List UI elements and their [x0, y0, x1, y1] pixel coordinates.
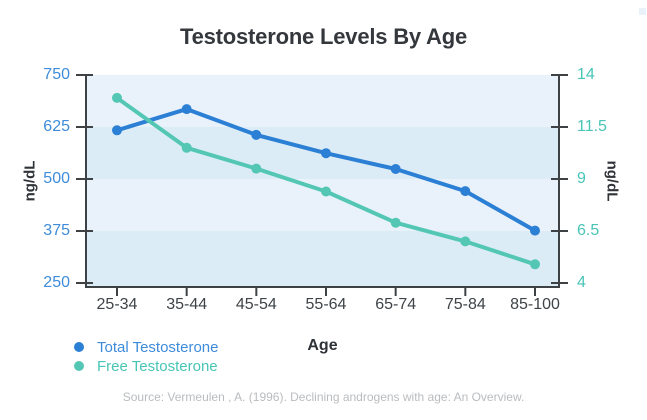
left-axis-tick-label: 500 [43, 170, 70, 187]
data-point[interactable] [390, 217, 401, 228]
plot-area [76, 74, 568, 296]
right-axis-tick-label: 11.5 [577, 118, 607, 135]
left-axis-tick-label: 250 [43, 274, 70, 291]
legend-item[interactable]: Free Testosterone [74, 357, 218, 375]
x-axis-tick-label: 45-54 [235, 296, 277, 313]
data-point[interactable] [460, 236, 471, 247]
left-axis-tick-label: 375 [43, 222, 70, 239]
plot-band [85, 179, 560, 231]
legend-label: Free Testosterone [97, 357, 218, 375]
x-axis-tick-label: 35-44 [166, 296, 208, 313]
corner-decoration [639, 8, 646, 15]
data-point[interactable] [321, 186, 331, 197]
legend-label: Total Testosterone [97, 338, 219, 356]
right-axis-tick-label: 9 [577, 170, 586, 187]
data-point[interactable] [321, 148, 331, 159]
legend-dot-icon [74, 361, 84, 371]
x-axis-tick-label: 85-100 [510, 296, 560, 313]
plot-band [85, 75, 560, 127]
data-point[interactable] [181, 142, 192, 153]
data-point[interactable] [112, 92, 122, 103]
legend: Total Testosterone Free Testosterone [74, 338, 218, 376]
data-point[interactable] [530, 225, 540, 236]
source-note: Source: Vermeulen , A. (1996). Declining… [122, 390, 525, 404]
data-point[interactable] [112, 125, 122, 136]
data-point[interactable] [181, 104, 192, 115]
x-axis-tick-label: 75-84 [444, 296, 486, 313]
data-point[interactable] [460, 186, 471, 197]
x-axis-tick-label: 55-64 [305, 296, 347, 313]
data-point[interactable] [251, 129, 262, 140]
legend-dot-icon [74, 342, 84, 352]
right-axis-tick-label: 14 [577, 66, 595, 83]
data-point[interactable] [390, 164, 401, 174]
data-point[interactable] [251, 163, 262, 174]
left-axis-tick-label: 750 [43, 66, 70, 83]
right-axis-tick-label: 4 [577, 274, 586, 291]
x-axis-tick-label: 25-34 [96, 296, 138, 313]
data-point[interactable] [530, 259, 540, 270]
x-axis-title: Age [307, 337, 338, 354]
chart-title: Testosterone Levels By Age [179, 24, 467, 49]
plot-band [85, 231, 560, 288]
legend-item[interactable]: Total Testosterone [74, 338, 218, 356]
right-axis-tick-label: 6.5 [577, 222, 600, 239]
x-axis-tick-label: 65-74 [375, 296, 417, 313]
left-axis-tick-label: 625 [43, 118, 70, 135]
